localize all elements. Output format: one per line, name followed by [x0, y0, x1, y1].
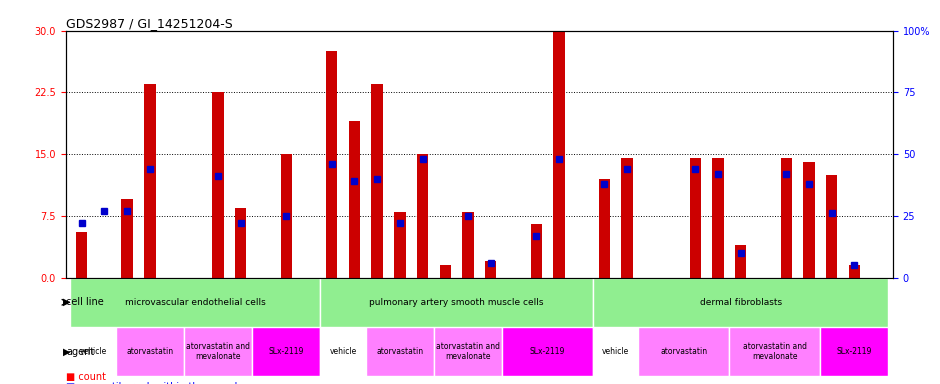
Bar	[735, 245, 746, 278]
Text: ■ percentile rank within the sample: ■ percentile rank within the sample	[66, 382, 243, 384]
Bar	[530, 224, 541, 278]
Text: ■ count: ■ count	[66, 372, 106, 382]
Text: microvascular endothelial cells: microvascular endothelial cells	[125, 298, 266, 307]
Bar	[212, 93, 224, 278]
Text: vehicle: vehicle	[329, 347, 356, 356]
Text: GDS2987 / GI_14251204-S: GDS2987 / GI_14251204-S	[66, 17, 232, 30]
FancyBboxPatch shape	[184, 327, 252, 376]
Bar	[235, 208, 246, 278]
Bar	[462, 212, 474, 278]
Text: SLx-2119: SLx-2119	[269, 347, 304, 356]
Text: atorvastatin and
mevalonate: atorvastatin and mevalonate	[436, 342, 500, 361]
FancyBboxPatch shape	[593, 278, 888, 327]
Text: cell line: cell line	[66, 297, 104, 307]
FancyBboxPatch shape	[70, 327, 116, 376]
Text: atorvastatin: atorvastatin	[661, 347, 708, 356]
Bar	[371, 84, 383, 278]
FancyBboxPatch shape	[729, 327, 821, 376]
Text: vehicle: vehicle	[603, 347, 630, 356]
Bar	[849, 265, 860, 278]
FancyBboxPatch shape	[321, 278, 593, 327]
FancyBboxPatch shape	[116, 327, 184, 376]
Text: ▶: ▶	[63, 347, 70, 357]
Text: atorvastatin: atorvastatin	[126, 347, 174, 356]
FancyBboxPatch shape	[70, 278, 321, 327]
Text: SLx-2119: SLx-2119	[837, 347, 872, 356]
FancyBboxPatch shape	[252, 327, 321, 376]
Bar	[121, 199, 133, 278]
Bar	[713, 158, 724, 278]
FancyBboxPatch shape	[821, 327, 888, 376]
Bar	[780, 158, 791, 278]
Text: atorvastatin: atorvastatin	[376, 347, 423, 356]
Text: SLx-2119: SLx-2119	[530, 347, 565, 356]
Text: atorvastatin and
mevalonate: atorvastatin and mevalonate	[186, 342, 250, 361]
FancyBboxPatch shape	[502, 327, 593, 376]
Text: vehicle: vehicle	[80, 347, 107, 356]
FancyBboxPatch shape	[593, 327, 638, 376]
Bar	[144, 84, 155, 278]
Bar	[485, 261, 496, 278]
Bar	[280, 154, 292, 278]
FancyBboxPatch shape	[366, 327, 434, 376]
FancyBboxPatch shape	[434, 327, 502, 376]
Bar	[621, 158, 633, 278]
Bar	[690, 158, 701, 278]
FancyBboxPatch shape	[638, 327, 729, 376]
Text: ▶: ▶	[63, 297, 70, 307]
Text: atorvastatin and
mevalonate: atorvastatin and mevalonate	[743, 342, 807, 361]
Bar	[599, 179, 610, 278]
Bar	[417, 154, 429, 278]
Bar	[349, 121, 360, 278]
Text: dermal fibroblasts: dermal fibroblasts	[699, 298, 782, 307]
Text: agent: agent	[66, 347, 95, 357]
Bar	[326, 51, 337, 278]
Bar	[76, 232, 87, 278]
FancyBboxPatch shape	[321, 327, 366, 376]
Bar	[394, 212, 405, 278]
Bar	[804, 162, 815, 278]
Bar	[554, 31, 565, 278]
Bar	[826, 175, 838, 278]
Bar	[440, 265, 451, 278]
Text: pulmonary artery smooth muscle cells: pulmonary artery smooth muscle cells	[369, 298, 544, 307]
